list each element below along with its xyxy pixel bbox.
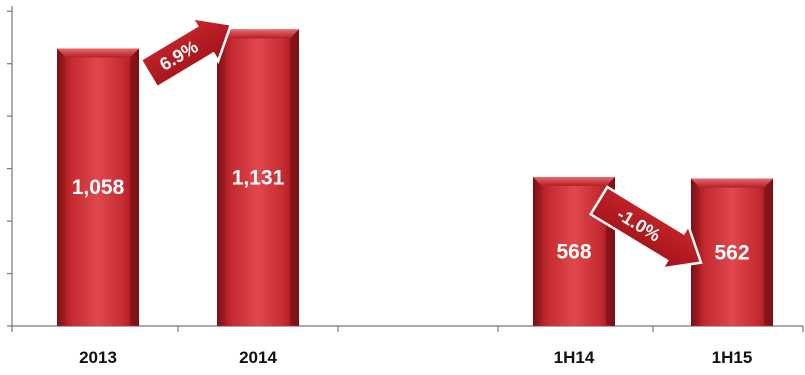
- bar-2014: 1,131: [217, 29, 299, 327]
- bar-value-label: 562: [714, 241, 749, 264]
- bar-body: [217, 29, 299, 327]
- bar-value-label: 568: [556, 241, 591, 264]
- x-axis-labels: 2013 2014 1H14 1H15: [79, 348, 752, 367]
- growth-arrows-layer: 6.9% -1.0%: [139, 16, 703, 270]
- bar-bevel-right: [130, 48, 139, 326]
- growth-arrow-down: -1.0%: [588, 185, 703, 270]
- bar-2013: 1,058: [57, 48, 139, 326]
- growth-arrow-up: 6.9%: [139, 16, 233, 89]
- x-tick-label: 1H14: [554, 348, 595, 367]
- bar-cap: [533, 177, 615, 187]
- axes: [7, 6, 804, 332]
- bar-cap: [57, 48, 139, 58]
- x-tick-label: 2013: [79, 348, 117, 367]
- bars-layer: 1,058 1,131 568 562: [57, 29, 773, 327]
- arrow-shape: [139, 16, 233, 89]
- bar-body: [57, 48, 139, 326]
- bar-cap: [217, 29, 299, 39]
- x-tick-label: 2014: [239, 348, 277, 367]
- x-tick-label: 1H15: [712, 348, 753, 367]
- bar-bevel-left: [217, 29, 226, 327]
- bar-bevel-right: [764, 178, 773, 326]
- bar-bevel-left: [533, 177, 542, 326]
- bar-value-label: 1,058: [72, 176, 125, 199]
- bar-bevel-left: [57, 48, 66, 326]
- bar-bevel-right: [290, 29, 299, 327]
- bar-1H15: 562: [691, 178, 773, 326]
- arrow-shape: [588, 185, 703, 270]
- bar-cap: [691, 178, 773, 188]
- bar-value-label: 1,131: [232, 167, 285, 190]
- bar-body: [691, 178, 773, 326]
